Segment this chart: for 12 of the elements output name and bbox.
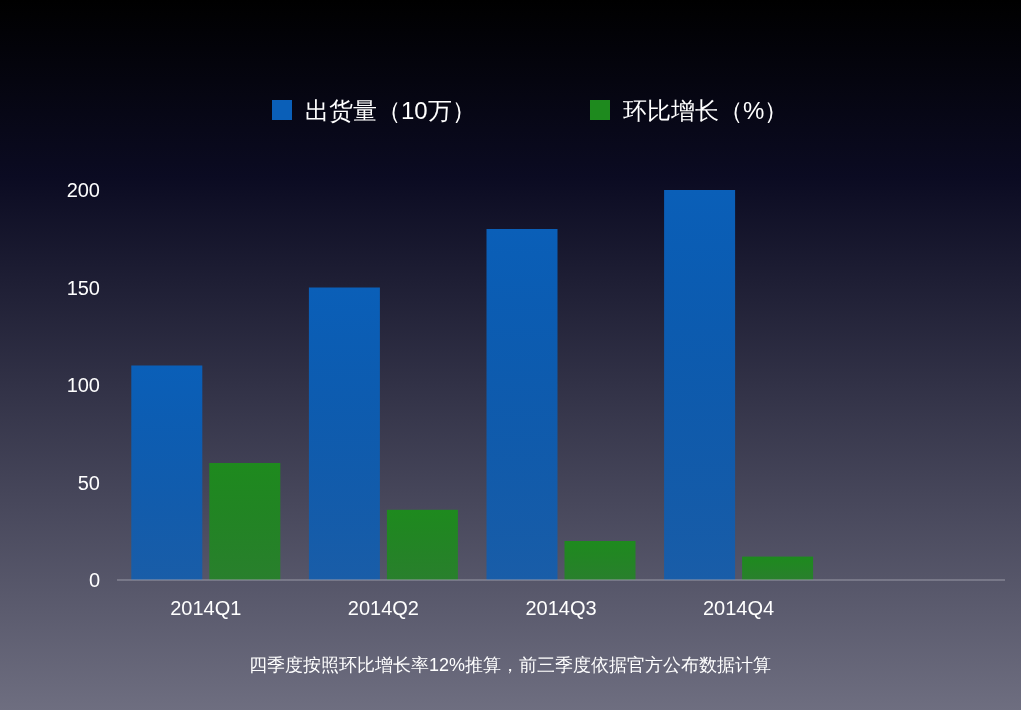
x-tick-label: 2014Q3 <box>525 597 597 619</box>
y-tick-label: 50 <box>77 471 100 494</box>
x-tick-label: 2014Q2 <box>347 597 419 619</box>
y-tick-label: 100 <box>66 374 100 396</box>
y-tick-label: 200 <box>66 179 100 201</box>
legend-label: 环比增长（%） <box>623 97 789 124</box>
text: 四季度按照环比增长率12%推算，前三季度依据官方公布数据计算 <box>248 655 772 675</box>
y-tick-label: 0 <box>88 569 100 591</box>
y-tick-label: 150 <box>66 276 100 299</box>
legend-label: 出货量（10万） <box>305 97 476 124</box>
x-tick-label: 2014Q1 <box>170 597 242 619</box>
x-tick-label: 2014Q4 <box>703 597 775 619</box>
